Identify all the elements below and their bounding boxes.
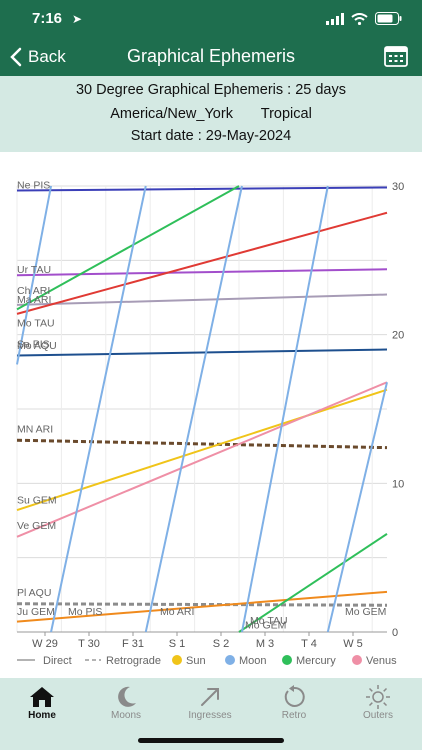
nav-bar: Back Graphical Ephemeris	[0, 38, 422, 76]
planet-label: Mo ARI	[160, 606, 194, 618]
battery-icon	[375, 12, 402, 25]
back-label: Back	[28, 47, 66, 66]
planet-label: Su GEM	[17, 495, 57, 507]
series-line-mercury	[238, 533, 388, 633]
legend-dot-mercury	[282, 655, 292, 665]
page-title: Graphical Ephemeris	[126, 46, 296, 66]
x-tick-label: W 29	[32, 638, 58, 650]
info-heading: 30 Degree Graphical Ephemeris : 25 days	[75, 82, 346, 98]
x-tick-label: M 3	[256, 638, 274, 650]
planet-label: Ne PIS	[17, 179, 50, 191]
planet-label: Mo PIS	[68, 606, 102, 618]
series-line-mercury	[16, 185, 240, 311]
signal-icon	[326, 12, 344, 25]
planet-label: Mo AQU	[17, 340, 57, 352]
wifi-icon	[351, 12, 368, 25]
y-tick-label: 30	[392, 181, 404, 193]
planet-label: Ve GEM	[17, 520, 56, 532]
planet-label: Sa PIS	[17, 339, 50, 351]
y-tick-label: 20	[392, 330, 404, 342]
info-start-date: Start date : 29-May-2024	[130, 128, 292, 144]
legend-dot-venus	[352, 655, 362, 665]
x-tick-label: T 4	[301, 638, 317, 650]
home-indicator	[138, 738, 284, 743]
status-bar: 7:16 ➤	[0, 0, 422, 38]
tab-outers-label: Outers	[362, 710, 393, 721]
series-line-moon	[240, 185, 329, 633]
series-line-sun	[16, 388, 388, 512]
series-line-pluto	[16, 602, 388, 607]
tab-outers[interactable]: Outers	[336, 684, 420, 721]
legend-label: Direct	[43, 655, 72, 667]
legend-label: Retrograde	[106, 655, 161, 667]
series-line-uranus	[16, 268, 388, 277]
planet-label: Mo TAU	[17, 318, 55, 330]
x-tick-label: W 5	[343, 638, 363, 650]
planet-label: MN ARI	[17, 423, 53, 435]
planet-label: Mo TAU	[250, 615, 288, 627]
tab-home[interactable]: Home	[0, 684, 84, 721]
ephemeris-chart: 0 10 20 30 W 29 T 30 F 31 S 1 S 2 M 3 T 4 W 5 Ne PIS…	[0, 152, 422, 677]
location-arrow-icon: ➤	[72, 12, 83, 26]
series-line-chiron	[16, 293, 388, 306]
retro-icon	[284, 685, 305, 707]
legend-label: Moon	[239, 655, 267, 667]
series-line-moon	[144, 185, 243, 633]
tab-retro[interactable]: Retro	[252, 684, 336, 721]
sun-icon	[366, 685, 390, 709]
series-line-jupiter	[16, 590, 388, 623]
x-tick-label: S 2	[213, 638, 230, 650]
tab-ingresses-label: Ingresses	[188, 710, 232, 721]
home-icon	[30, 687, 54, 707]
legend-dot-moon	[225, 655, 235, 665]
tab-moons-label: Moons	[110, 710, 141, 721]
status-time: 7:16	[32, 10, 63, 27]
planet-label: Mo GEM	[345, 606, 386, 618]
back-button[interactable]: Back	[10, 44, 66, 70]
series-line-mars	[16, 211, 388, 315]
calendar-icon[interactable]	[384, 45, 408, 67]
legend-dot-sun	[172, 655, 182, 665]
ephemeris-info-panel: 30 Degree Graphical Ephemeris : 25 days …	[0, 76, 422, 152]
series-line-saturn	[16, 348, 388, 357]
planet-label: Ch ARI	[17, 285, 50, 297]
series-line-moon	[16, 185, 53, 365]
ephemeris-chart-svg: 0 10 20 30 W 29 T 30 F 31 S 1 S 2 M 3 T 4 W 5 Ne PIS…	[16, 179, 404, 667]
planet-label: Ma ARI	[17, 294, 51, 306]
zodiac-label: Tropical	[260, 106, 312, 122]
tab-moons[interactable]: Moons	[84, 684, 168, 721]
series-line-moon	[50, 185, 147, 633]
status-icons	[326, 12, 402, 25]
planet-label: Ur TAU	[17, 264, 51, 276]
y-tick-label: 10	[392, 478, 404, 490]
planet-label: Mo GEM	[245, 620, 286, 632]
legend-label: Venus	[366, 655, 397, 667]
info-location: America/New_York Tropical	[0, 106, 422, 122]
x-tick-label: T 30	[78, 638, 100, 650]
series-line-neptune	[16, 186, 388, 192]
tab-retro-label: Retro	[281, 710, 307, 721]
chevron-left-icon	[10, 47, 22, 67]
legend-label: Mercury	[296, 655, 336, 667]
series-line-venus	[16, 381, 388, 538]
series-line-moon	[326, 382, 388, 633]
arrow-icon	[201, 688, 219, 706]
series-line-mean-node	[16, 438, 388, 450]
planet-label: Ju GEM	[17, 606, 55, 618]
legend-label: Sun	[186, 655, 206, 667]
tab-ingresses[interactable]: Ingresses	[168, 684, 252, 721]
y-tick-label: 0	[392, 627, 398, 639]
timezone-label: America/New_York	[110, 106, 233, 122]
moon-icon	[118, 686, 136, 707]
x-tick-label: F 31	[122, 638, 144, 650]
planet-label: Pl AQU	[17, 587, 51, 599]
tab-home-label: Home	[28, 710, 56, 721]
x-tick-label: S 1	[169, 638, 186, 650]
